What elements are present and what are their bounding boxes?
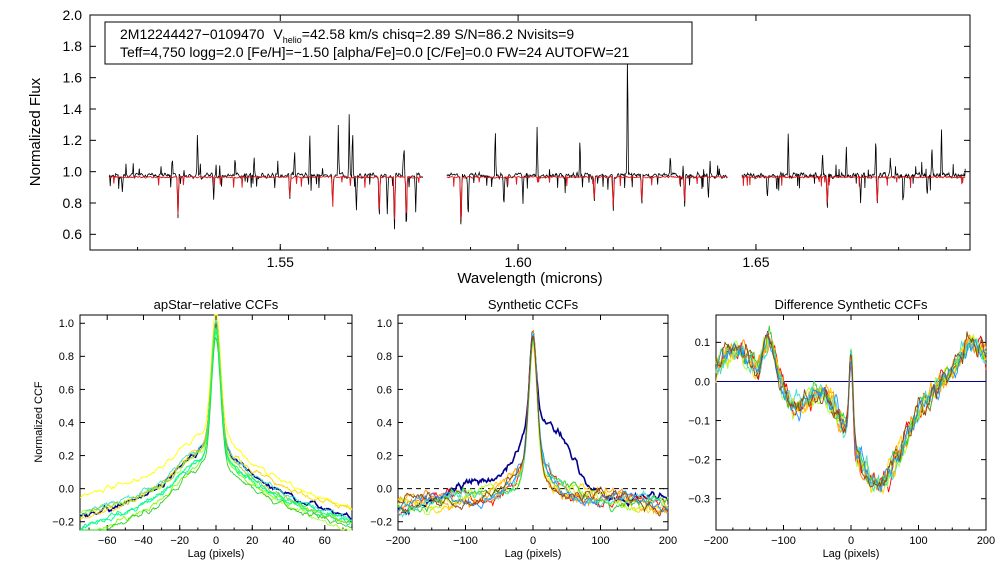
apstar-xtick-label: 60	[319, 535, 331, 547]
apstar-series-visit-6	[79, 319, 353, 522]
synthetic-series-visit-9	[397, 335, 669, 517]
apstar-ticks: −60 −40 −20 0 20 40 60 −0.2 0.0 0.2 0.4 0.6 0.8 1.0	[52, 315, 352, 547]
synthetic-data	[397, 329, 669, 518]
apstar-series-visit-8	[79, 321, 353, 525]
apstar-ytick-label: 0.2	[59, 450, 74, 462]
apstar-ytick-label: 1.0	[59, 318, 74, 330]
synthetic-ccf-panel: −200 −100 0 100 200 −0.2 0.0 0.2 0.4 0.6 0.8 1.0 Sy…	[370, 297, 677, 560]
spectrum-xtick-label: 1.55	[267, 254, 294, 270]
annotation-v-prefix: V	[273, 26, 283, 42]
spectrum-plot-frame	[89, 14, 971, 251]
synthetic-ytick-label: −0.2	[370, 517, 392, 529]
apstar-ccf-panel: −60 −40 −20 0 20 40 60 −0.2 0.0 0.2 0.4 0.6 0.8 1.0 a…	[33, 297, 353, 560]
apstar-ytick-label: 0.8	[59, 351, 74, 363]
difference-xtick-label: 0	[848, 535, 854, 547]
apstar-series-visit-1	[79, 314, 353, 509]
difference-ytick-label: 0.0	[695, 376, 710, 388]
synthetic-series-visit-3	[397, 340, 669, 515]
difference-ytick-label: −0.1	[688, 415, 710, 427]
difference-series-visit-9	[715, 331, 987, 488]
annotation-v-sub: helio	[283, 35, 302, 45]
apstar-series-visit-5	[79, 330, 353, 531]
spectrum-ytick-label: 2.0	[63, 7, 83, 23]
spectrum-ytick-label: 0.6	[63, 226, 83, 242]
spectrum-ylabel: Normalized Flux	[27, 77, 44, 186]
synthetic-ticks: −200 −100 0 100 200 −0.2 0.0 0.2 0.4 0.6 0.8 1.0	[370, 315, 677, 547]
difference-ytick-label: 0.1	[695, 337, 710, 349]
synthetic-xlabel: Lag (pixels)	[505, 548, 562, 560]
spectrum-data	[108, 60, 966, 230]
apstar-xtick-label: 40	[282, 535, 294, 547]
annotation-line1: 2M12244427−0109470 Vhelio=42.58 km/s chis…	[120, 26, 574, 45]
apstar-ytick-label: 0.4	[59, 417, 74, 429]
apstar-title: apStar−relative CCFs	[154, 297, 279, 312]
difference-xlabel: Lag (pixels)	[823, 548, 880, 560]
spectrum-ytick-label: 1.8	[63, 38, 83, 54]
synthetic-ytick-label: 0.0	[377, 484, 392, 496]
apstar-xtick-label: 20	[246, 535, 258, 547]
difference-ccf-panel: −200 −100 0 100 200 −0.3 −0.2 −0.1 0.0 0.1 Differ…	[688, 297, 995, 560]
apstar-series-visit-9	[79, 327, 353, 531]
synthetic-xtick-label: 100	[591, 535, 609, 547]
difference-data	[715, 325, 987, 495]
apstar-xtick-label: −40	[134, 535, 153, 547]
spectrum-synthetic-chip-3	[741, 175, 966, 203]
apstar-ytick-label: 0.0	[59, 484, 74, 496]
difference-series-visit-8	[715, 332, 987, 492]
spectrum-synthetic-chip-1	[109, 175, 424, 220]
spectrum-annotation-box	[104, 21, 693, 65]
apstar-series-visit-2	[79, 320, 353, 520]
synthetic-ytick-label: 0.4	[377, 417, 392, 429]
spectrum-panel: 1.55 1.60 1.65 0.6 0.8 1.0 1.2 1.4 1.6 1.8 2.0 Nor…	[27, 7, 971, 287]
synthetic-xtick-label: −100	[453, 535, 478, 547]
apstar-ytick-label: 0.6	[59, 384, 74, 396]
difference-xtick-label: −100	[771, 535, 796, 547]
difference-ytick-label: −0.3	[688, 494, 710, 506]
apstar-xtick-label: 0	[213, 535, 219, 547]
synthetic-ytick-label: 0.6	[377, 384, 392, 396]
spectrum-ytick-label: 1.0	[63, 164, 83, 180]
synthetic-xtick-label: 200	[659, 535, 677, 547]
spectrum-xtick-label: 1.65	[742, 254, 769, 270]
synthetic-xtick-label: 0	[530, 535, 536, 547]
apstar-data	[79, 314, 353, 531]
spectrum-synthetic-chip-2	[446, 175, 728, 220]
annotation-line2: Teff=4,750 logg=2.0 [Fe/H]=−1.50 [alpha/…	[120, 44, 629, 60]
annotation-star-id: 2M12244427−0109470	[120, 26, 265, 42]
spectrum-ytick-label: 1.2	[63, 132, 83, 148]
apstar-xlabel: Lag (pixels)	[188, 548, 245, 560]
apstar-ytick-label: −0.2	[52, 517, 74, 529]
spectrum-xlabel: Wavelength (microns)	[457, 270, 602, 287]
difference-ticks: −200 −100 0 100 200 −0.3 −0.2 −0.1 0.0 0.1	[688, 315, 995, 547]
spectrum-xtick-label: 1.60	[504, 254, 531, 270]
apstar-ylabel: Normalized CCF	[33, 381, 45, 463]
apstar-series-visit-7	[80, 336, 353, 531]
spectrum-ytick-label: 0.8	[63, 195, 83, 211]
difference-title: Difference Synthetic CCFs	[775, 297, 928, 312]
synthetic-ytick-label: 1.0	[377, 318, 392, 330]
synthetic-ytick-label: 0.2	[377, 450, 392, 462]
difference-xtick-label: −200	[704, 535, 729, 547]
synthetic-series-visit-5	[397, 340, 669, 516]
spectrum-ytick-label: 1.6	[63, 70, 83, 86]
apstar-xtick-label: −60	[98, 535, 117, 547]
apstar-xtick-label: −20	[170, 535, 189, 547]
difference-xtick-label: 100	[909, 535, 927, 547]
difference-ytick-label: −0.2	[688, 454, 710, 466]
difference-xtick-label: 200	[977, 535, 995, 547]
annotation-line1-rest: =42.58 km/s chisq=2.89 S/N=86.2 Nvisits=…	[302, 26, 575, 42]
apstar-series-visit-3	[79, 329, 352, 531]
synthetic-ytick-label: 0.8	[377, 351, 392, 363]
synthetic-xtick-label: −200	[386, 535, 411, 547]
synthetic-series-visit-7	[397, 332, 669, 518]
synthetic-title: Synthetic CCFs	[488, 297, 579, 312]
spectrum-observed-chip-3	[741, 129, 966, 208]
spectrum-ticks: 1.55 1.60 1.65 0.6 0.8 1.0 1.2 1.4 1.6 1.8 2.0	[63, 7, 970, 270]
spectrum-ytick-label: 1.4	[63, 101, 83, 117]
